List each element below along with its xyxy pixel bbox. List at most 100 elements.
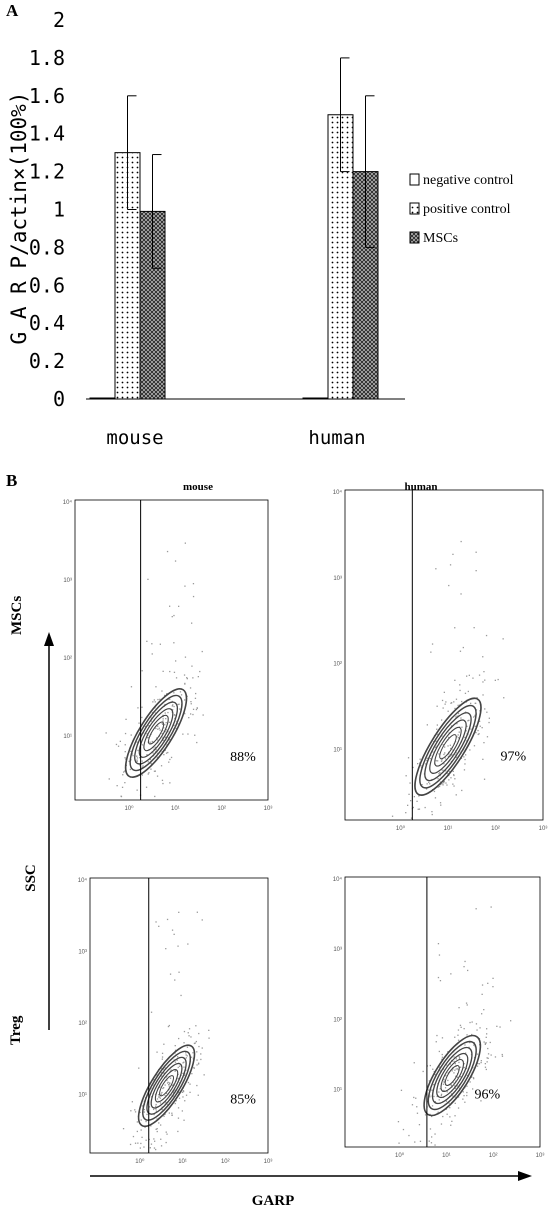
event-dot — [175, 727, 177, 730]
event-dot — [446, 784, 448, 786]
event-dot — [460, 1026, 462, 1028]
event-dot — [150, 717, 153, 719]
event-dot — [178, 605, 180, 607]
event-dot — [159, 1102, 162, 1104]
event-dot — [175, 660, 177, 662]
x-tick-label: 10¹ — [444, 826, 453, 832]
event-dot — [445, 782, 447, 784]
event-dot — [147, 737, 149, 739]
event-dot — [177, 1107, 180, 1109]
y-tick-label: 10⁴ — [333, 489, 343, 496]
event-dot — [463, 756, 465, 758]
contour-line — [159, 1075, 175, 1097]
contour-line — [124, 688, 188, 778]
event-dot — [466, 1034, 468, 1036]
event-dot — [484, 1063, 486, 1065]
event-dot — [200, 1058, 202, 1061]
event-dot — [455, 1065, 457, 1068]
y-tick-label: 10¹ — [78, 1093, 87, 1099]
event-dot — [465, 754, 467, 756]
category-labels: mouse human — [106, 427, 365, 449]
event-dot — [168, 1024, 170, 1027]
event-dot — [463, 1063, 465, 1065]
y-tick-label: 0 — [53, 387, 65, 411]
event-dot — [482, 656, 484, 658]
y-tick-label: 10³ — [333, 576, 342, 582]
event-dot — [449, 1063, 451, 1065]
event-dot — [169, 1082, 171, 1085]
event-dot — [472, 677, 474, 679]
event-dot — [479, 725, 481, 727]
event-dot — [156, 1130, 158, 1133]
contour-line — [424, 712, 472, 782]
event-dot — [486, 1061, 488, 1063]
event-dot — [177, 945, 179, 947]
bar-chart: 0 0.2 0.4 0.6 0.8 1 1.2 1.4 1.6 1.8 2 G A R P/acti… — [7, 8, 514, 449]
event-dot — [413, 1096, 415, 1099]
event-dot — [184, 1100, 186, 1102]
event-dot — [460, 717, 462, 719]
error-bars — [127, 57, 375, 269]
event-dot — [192, 708, 195, 710]
event-dot — [152, 752, 154, 754]
event-dot — [464, 960, 466, 963]
event-dot — [187, 733, 189, 735]
event-dot — [466, 675, 468, 677]
event-dot — [418, 1124, 421, 1126]
event-dot — [164, 1094, 166, 1097]
y-tick-label: 0.2 — [29, 349, 65, 373]
event-dot — [183, 1042, 185, 1044]
event-dot — [482, 681, 484, 683]
x-tick-label: 10⁰ — [396, 825, 406, 832]
event-dot — [485, 634, 488, 637]
event-dot — [433, 1084, 435, 1086]
event-dot — [129, 1143, 132, 1146]
event-dot — [160, 1072, 162, 1074]
event-dot — [459, 1056, 461, 1059]
event-dot — [464, 763, 466, 765]
event-dot — [161, 722, 163, 725]
event-dot — [174, 1045, 176, 1047]
density-contours — [423, 1034, 482, 1117]
event-dot — [203, 1074, 205, 1076]
event-dot — [471, 1076, 473, 1078]
event-dot — [183, 1119, 185, 1121]
event-dot — [443, 1078, 445, 1080]
event-dot — [457, 712, 460, 715]
event-dot — [475, 732, 477, 734]
event-dot — [430, 1142, 433, 1144]
x-axis-label-garp: GARP — [252, 1193, 295, 1209]
event-dot — [459, 650, 462, 652]
event-dot — [487, 1047, 489, 1050]
event-dot — [177, 723, 179, 725]
event-dot — [429, 1128, 432, 1130]
event-dot — [471, 1033, 473, 1036]
event-dot — [174, 979, 176, 981]
event-dot — [449, 564, 452, 566]
event-dot — [176, 1059, 178, 1061]
event-dot — [167, 1104, 169, 1106]
event-dot — [141, 1136, 143, 1138]
event-dot — [150, 720, 152, 722]
event-dot — [157, 725, 159, 727]
event-dot — [153, 1108, 155, 1111]
event-dot — [472, 1088, 474, 1090]
event-dot — [167, 711, 169, 714]
event-dot — [174, 1102, 176, 1105]
event-dot — [486, 1028, 488, 1030]
x-tick-label: 10³ — [264, 806, 273, 812]
density-contours — [414, 697, 482, 796]
event-dot — [443, 691, 445, 693]
event-dot — [459, 689, 461, 692]
event-dot — [174, 1061, 177, 1063]
event-dot — [192, 677, 194, 679]
event-dot — [139, 1147, 141, 1149]
event-dot — [450, 1084, 453, 1087]
event-dot — [448, 779, 450, 781]
event-dot — [455, 1068, 457, 1070]
y-tick-label: 1.8 — [29, 46, 65, 70]
event-dot — [147, 773, 149, 775]
event-dot — [439, 802, 442, 804]
x-tick-label: 10⁰ — [395, 1152, 405, 1159]
event-dot — [487, 1057, 489, 1059]
